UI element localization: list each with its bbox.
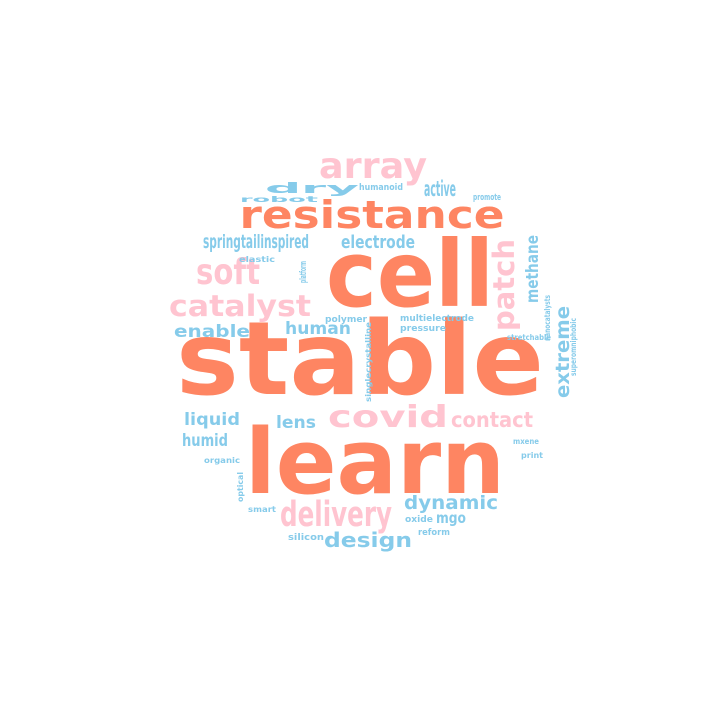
word-multielectrode: multielectrode [400,314,474,324]
word-human: human [285,319,351,339]
word-oxide: oxide [405,515,433,525]
word-silicon: silicon [288,533,324,543]
word-lens: lens [276,413,316,433]
word-methane: methane [523,235,543,303]
word-nanocatalysts: nanocatalysts [543,295,552,341]
word-mgo: mgo [436,509,466,527]
word-array: array [319,146,427,187]
word-superomniphobic: superomniphobic [569,318,578,376]
word-promote: humanoid [359,183,403,193]
word-covid: patch [487,239,521,331]
word-active: delivery [280,495,392,535]
word-patch: platform [299,261,309,283]
word-platform: elastic [239,255,275,264]
word-electrode: springtailinspired [203,231,309,253]
word-robot: promote [473,193,501,203]
word-soft: soft [196,252,260,293]
word-design: design [324,528,412,552]
word-stable: stable [176,300,544,419]
word-optical: optical [236,472,245,502]
word-cell: cell [326,221,494,328]
word-catalyst: catalyst [169,289,311,323]
word-polymer: polymer [325,315,368,325]
word-elastic: electrode [341,232,415,253]
word-delivery: contact [451,408,533,432]
word-pressure: pressure [400,324,446,334]
word-enable: enable [174,322,250,342]
word-smart: smart [248,505,276,514]
word-reform: reform [418,528,450,538]
word-stretchable: stretchable [507,333,551,342]
word-resistance: resistance [240,193,505,237]
word-singlecrystalline: singlecrystalline [364,321,373,402]
word-humanoid: dry [265,181,359,197]
word-contact: covid [328,400,448,435]
word-dynamic: dynamic [404,492,498,514]
word-liquid: liquid [184,410,240,430]
word-extreme: extreme [552,306,574,398]
word-print: print [521,451,543,460]
word-organic: organic [204,456,240,465]
word-humid: humid [182,431,228,451]
word-dry: active [424,177,456,201]
word-springtailinspired: robot [240,195,319,204]
word-mxene: mxene [513,437,539,446]
word-learn: learn [245,410,505,515]
